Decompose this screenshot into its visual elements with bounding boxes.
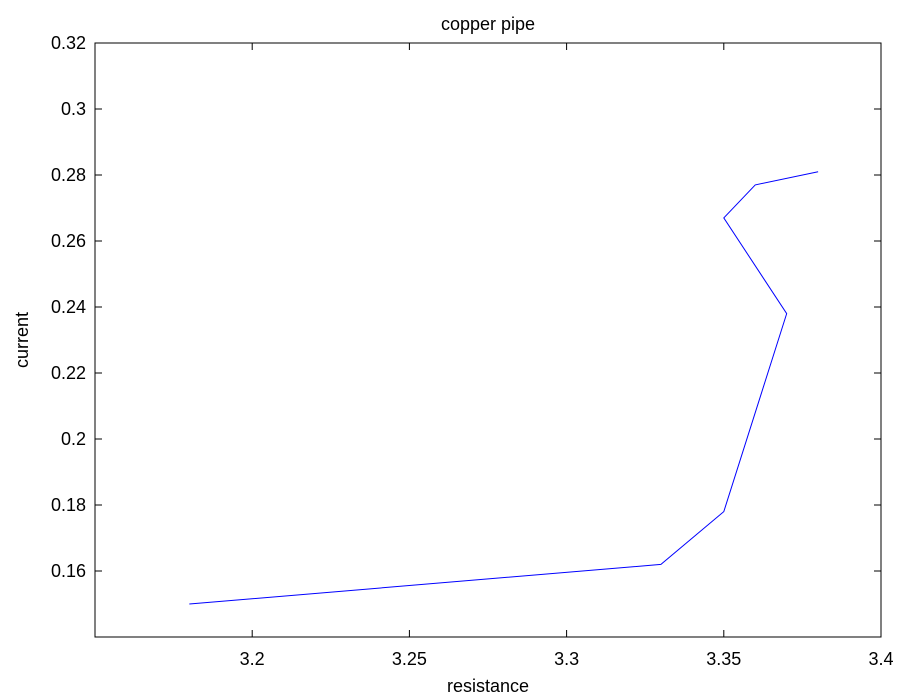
y-tick-label: 0.28 bbox=[51, 165, 86, 185]
x-tick-label: 3.25 bbox=[392, 649, 427, 669]
y-tick-label: 0.24 bbox=[51, 297, 86, 317]
x-tick-label: 3.2 bbox=[240, 649, 265, 669]
x-tick-label: 3.4 bbox=[868, 649, 893, 669]
y-tick-label: 0.22 bbox=[51, 363, 86, 383]
x-axis-label: resistance bbox=[447, 676, 529, 696]
chart-title: copper pipe bbox=[441, 14, 535, 34]
data-line bbox=[189, 171, 819, 605]
y-tick-label: 0.16 bbox=[51, 561, 86, 581]
y-tick-label: 0.32 bbox=[51, 33, 86, 53]
y-tick-label: 0.3 bbox=[61, 99, 86, 119]
x-tick-label: 3.35 bbox=[706, 649, 741, 669]
y-axis-label: current bbox=[12, 312, 32, 368]
y-tick-label: 0.18 bbox=[51, 495, 86, 515]
x-tick-label: 3.3 bbox=[554, 649, 579, 669]
y-tick-label: 0.26 bbox=[51, 231, 86, 251]
y-tick-label: 0.2 bbox=[61, 429, 86, 449]
plot-frame bbox=[94, 42, 882, 638]
